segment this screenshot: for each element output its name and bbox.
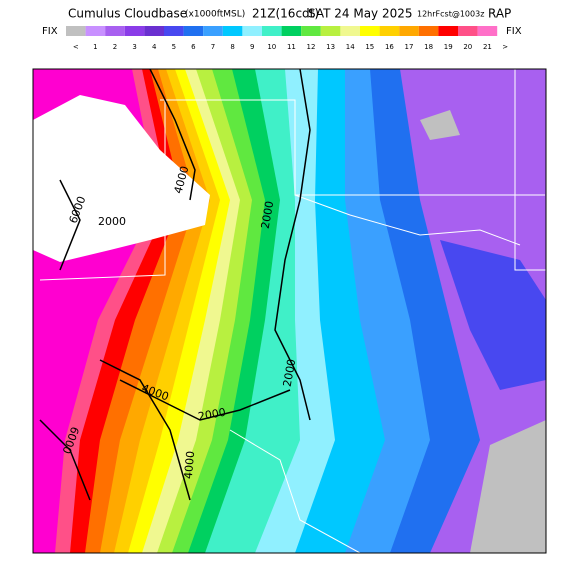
- title-part: 12hrFcst@1003z: [417, 10, 484, 19]
- title-part: Cumulus Cloudbase: [68, 7, 187, 21]
- border: [39, 100, 166, 281]
- title-part: RAP: [488, 7, 511, 21]
- title-part: SAT 24 May 2025: [308, 7, 413, 21]
- contour: [149, 69, 196, 201]
- colorbar-label: 18: [424, 43, 433, 51]
- colorbar-swatch: [320, 26, 341, 36]
- clear-area: [33, 95, 210, 262]
- colorbar-swatch: [203, 26, 223, 36]
- colorbar-label: 9: [250, 43, 254, 51]
- border: [294, 194, 521, 246]
- colorbar-label: 14: [346, 43, 355, 51]
- colorbar-label: 7: [211, 43, 215, 51]
- colorbar-swatch: [458, 26, 478, 36]
- colorbar-label: 17: [405, 43, 414, 51]
- colorbar-swatch: [144, 26, 164, 36]
- contour-label: 2000: [98, 215, 126, 228]
- border: [229, 429, 361, 553]
- contour-label: 2000: [259, 200, 277, 230]
- colorbar-swatch: [301, 26, 321, 36]
- colorbar-swatch: [399, 26, 419, 36]
- contour-label: 2000: [197, 406, 227, 424]
- colorbar-left: FIX: [42, 26, 58, 37]
- colorbar-label: 13: [326, 43, 335, 51]
- below-ground: [420, 110, 460, 140]
- colorbar-label: 6: [191, 43, 196, 51]
- below-ground: [470, 420, 546, 553]
- colorbar-label: 10: [267, 43, 276, 51]
- colorbar-label: 12: [307, 43, 316, 51]
- colorbar-label: 15: [365, 43, 374, 51]
- border: [514, 69, 546, 271]
- colorbar-label: <: [73, 43, 79, 51]
- colorbar-swatch: [85, 26, 106, 36]
- colorbar-swatch: [222, 26, 243, 36]
- colorbar-label: 19: [444, 43, 453, 51]
- colorbar-swatch: [164, 26, 184, 36]
- colorbar-swatch: [105, 26, 125, 36]
- border: [160, 99, 545, 196]
- colorbar-label: 1: [93, 43, 97, 51]
- colorbar-swatch: [242, 26, 262, 36]
- contour: [39, 419, 91, 501]
- contour: [99, 359, 191, 501]
- title-part: (x1000ftMSL): [185, 10, 245, 20]
- colorbar-label: 16: [385, 43, 394, 51]
- map-frame: [32, 68, 547, 554]
- colorbar-label: 4: [152, 43, 157, 51]
- colorbar-label: 2: [113, 43, 117, 51]
- colorbar-swatch: [281, 26, 302, 36]
- dark-patch: [440, 240, 546, 390]
- colorbar-swatch: [124, 26, 145, 36]
- colorbar-swatch: [418, 26, 439, 36]
- colorbar-right: FIX: [506, 26, 522, 37]
- contour: [119, 379, 291, 421]
- colorbar-label: 8: [230, 43, 234, 51]
- colorbar-swatch: [262, 26, 282, 36]
- colorbar-swatch: [183, 26, 204, 36]
- contour-label: 2000: [281, 358, 299, 388]
- colorbar-label: >: [502, 43, 508, 51]
- colorbar-swatch: [340, 26, 360, 36]
- colorbar-label: 5: [172, 43, 176, 51]
- contour: [274, 69, 311, 421]
- colorbar-swatch: [477, 26, 498, 36]
- colorbar-swatch: [379, 26, 400, 36]
- contour: [59, 179, 81, 271]
- colorbar-label: 20: [463, 43, 472, 51]
- colorbar-label: 3: [132, 43, 136, 51]
- colorbar-swatch: [438, 26, 458, 36]
- colorbar-label: 21: [483, 43, 492, 51]
- colorbar-label: 11: [287, 43, 296, 51]
- colorbar-swatch: [360, 26, 380, 36]
- colorbar-swatch: [66, 26, 86, 36]
- contour-label: 4000: [182, 450, 197, 479]
- title-part: 21Z(16cdt): [252, 7, 319, 21]
